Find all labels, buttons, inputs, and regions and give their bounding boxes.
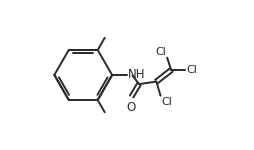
Text: Cl: Cl: [186, 65, 197, 75]
Text: NH: NH: [128, 69, 145, 81]
Text: O: O: [126, 101, 135, 114]
Text: Cl: Cl: [161, 97, 172, 107]
Text: Cl: Cl: [155, 47, 166, 57]
